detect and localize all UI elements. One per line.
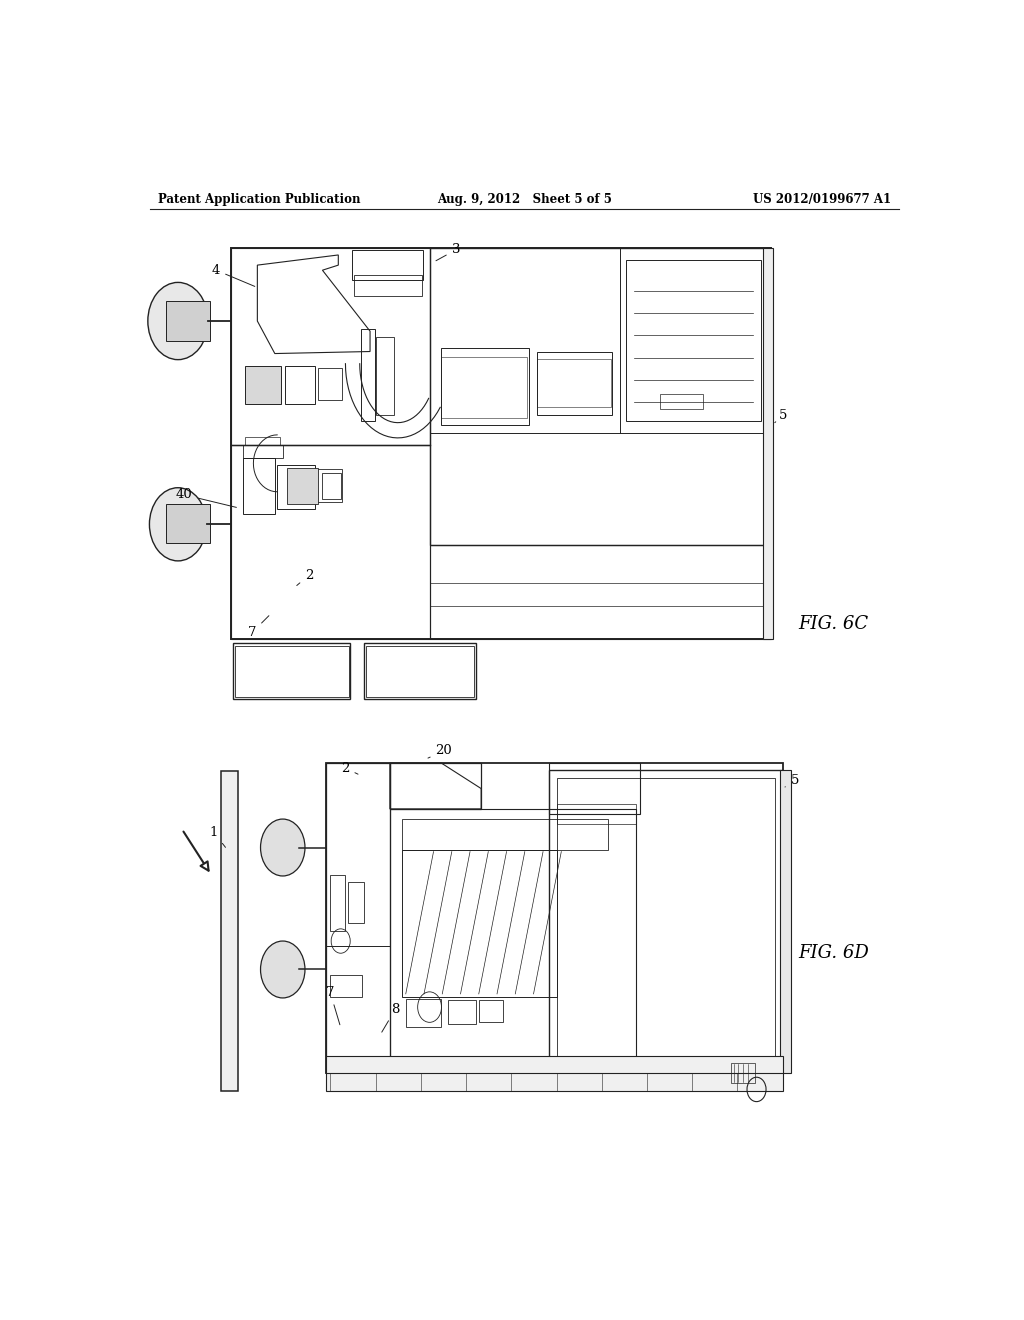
Bar	[232, 643, 350, 700]
Bar	[316, 470, 342, 502]
Bar	[549, 763, 640, 814]
Bar	[287, 469, 318, 504]
Bar	[447, 1001, 475, 1024]
Bar	[377, 338, 394, 414]
Bar	[166, 504, 210, 543]
Text: 7: 7	[326, 986, 340, 1024]
Text: 1: 1	[210, 826, 225, 847]
Bar	[236, 647, 348, 697]
Text: 8: 8	[382, 1003, 399, 1032]
Bar	[278, 466, 315, 510]
Bar	[322, 474, 341, 499]
Bar	[331, 875, 345, 931]
Bar	[557, 804, 636, 824]
Text: 5: 5	[785, 774, 799, 787]
Circle shape	[150, 487, 207, 561]
Bar	[246, 366, 282, 404]
Text: 40: 40	[176, 488, 237, 507]
Bar	[246, 437, 281, 445]
Text: 20: 20	[428, 744, 453, 758]
Bar	[430, 545, 771, 639]
Bar	[243, 458, 274, 515]
Bar	[549, 771, 782, 1065]
Text: FIG. 6C: FIG. 6C	[799, 615, 868, 634]
Bar	[479, 1001, 503, 1022]
Text: 3: 3	[436, 243, 460, 261]
Bar	[401, 818, 608, 850]
Bar	[780, 771, 791, 1073]
Bar	[365, 643, 475, 700]
Bar	[731, 1063, 755, 1084]
Bar	[537, 359, 610, 408]
Bar	[390, 763, 481, 809]
Bar	[763, 248, 773, 639]
Bar	[243, 445, 283, 458]
Bar	[166, 301, 210, 342]
Bar	[318, 368, 342, 400]
Bar	[231, 445, 430, 639]
Text: 5: 5	[775, 409, 786, 422]
Text: 2: 2	[341, 762, 358, 775]
Bar	[221, 771, 239, 1092]
Bar	[354, 276, 422, 296]
Text: Aug. 9, 2012   Sheet 5 of 5: Aug. 9, 2012 Sheet 5 of 5	[437, 193, 612, 206]
Bar	[231, 248, 771, 639]
Bar	[327, 763, 782, 1073]
Bar	[352, 249, 423, 280]
Bar	[390, 809, 636, 1073]
Bar	[441, 356, 527, 417]
Text: 4: 4	[212, 264, 255, 286]
Bar	[267, 952, 299, 987]
Bar	[557, 779, 775, 1057]
Bar	[537, 351, 612, 414]
Bar	[441, 348, 528, 425]
Bar	[367, 647, 474, 697]
Bar	[327, 763, 390, 1073]
Bar	[348, 882, 364, 923]
Bar	[627, 260, 761, 421]
Bar	[231, 248, 430, 445]
Text: Patent Application Publication: Patent Application Publication	[158, 193, 360, 206]
Bar	[659, 395, 703, 409]
Text: FIG. 6D: FIG. 6D	[799, 944, 869, 962]
Text: US 2012/0199677 A1: US 2012/0199677 A1	[754, 193, 892, 206]
Bar	[267, 829, 299, 865]
Circle shape	[147, 282, 208, 359]
Circle shape	[260, 818, 305, 876]
Text: 7: 7	[249, 615, 269, 639]
Bar	[401, 850, 557, 997]
Circle shape	[260, 941, 305, 998]
Text: 2: 2	[297, 569, 313, 586]
Bar	[430, 248, 771, 545]
Bar	[360, 329, 375, 421]
Bar	[406, 999, 441, 1027]
Bar	[327, 1056, 782, 1092]
Bar	[285, 366, 315, 404]
Bar	[331, 974, 362, 997]
